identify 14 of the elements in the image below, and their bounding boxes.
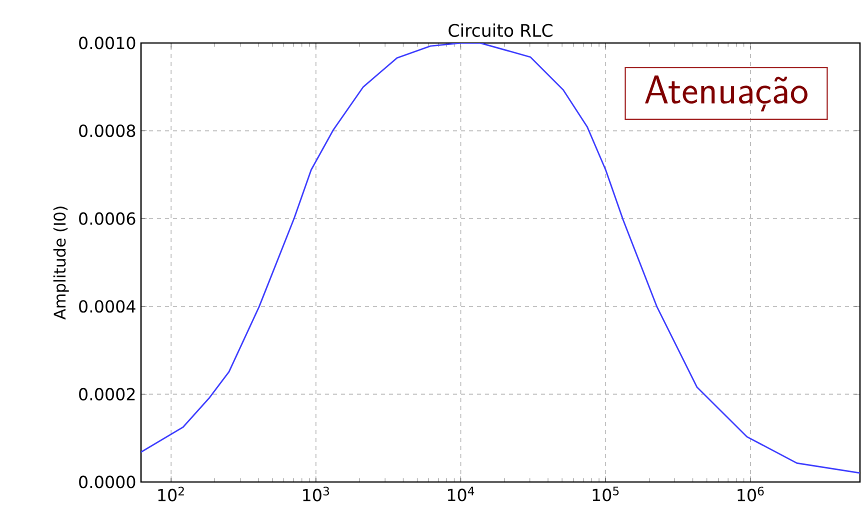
y-tick-label: 0.0004 xyxy=(79,300,136,313)
y-tick-label: 0.0008 xyxy=(79,124,136,138)
y-tick-label: 0.0002 xyxy=(79,388,135,400)
x-tick-label: 10$^{2}$ xyxy=(158,486,184,502)
annotation: Atenuação xyxy=(645,76,808,112)
x-tick-label: 10$^{3}$ xyxy=(303,486,329,502)
y-tick-label: 0.0000 xyxy=(79,476,136,488)
x-tick-label: 10$^{5}$ xyxy=(592,486,619,502)
x-tick-label: 10$^{6}$ xyxy=(738,486,764,502)
x-tick-label: 10$^{4}$ xyxy=(448,486,474,502)
y-tick-label: 0.0006 xyxy=(79,212,136,225)
y-axis-title: Amplitude (I0) xyxy=(53,206,69,320)
y-tick-label: 0.0010 xyxy=(79,36,136,50)
chart-title: Circuito RLC xyxy=(448,24,552,37)
